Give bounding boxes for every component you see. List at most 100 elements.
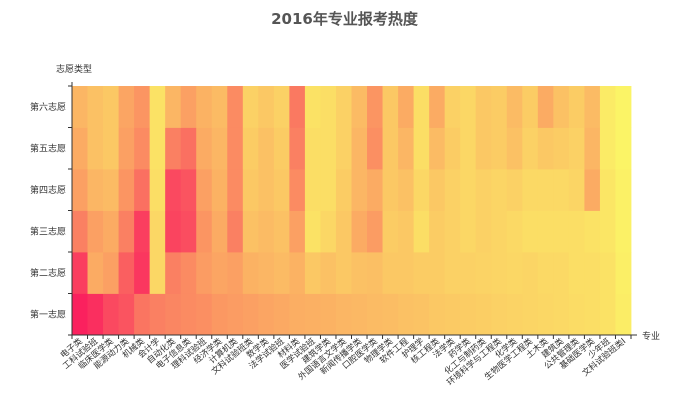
axes <box>68 82 637 339</box>
heatmap-cell <box>413 252 430 294</box>
heatmap-cell <box>227 293 244 336</box>
heatmap-cell <box>196 127 213 170</box>
heatmap-cell <box>553 127 570 170</box>
heatmap-cell <box>460 169 477 211</box>
heatmap-cell <box>196 210 213 253</box>
heatmap-cell <box>165 86 182 128</box>
heatmap-cell <box>134 169 151 211</box>
heatmap-cell <box>335 293 352 336</box>
heatmap-cell <box>72 169 88 211</box>
heatmap-cell <box>398 252 415 294</box>
heatmap-cell <box>537 293 554 336</box>
heatmap-cell <box>72 293 88 336</box>
heatmap-cell <box>460 86 477 128</box>
heatmap-cell <box>553 86 570 128</box>
heatmap-cell <box>553 210 570 253</box>
heatmap-cell <box>398 86 415 128</box>
heatmap-cell <box>304 169 321 211</box>
heatmap-cell <box>568 86 585 128</box>
heatmap-cell <box>522 252 539 294</box>
heatmap-cell <box>242 293 259 336</box>
heatmap-cell <box>382 127 399 170</box>
heatmap-cell <box>522 210 539 253</box>
heatmap-cell <box>211 210 228 253</box>
heatmap-cell <box>599 210 616 253</box>
heatmap-cell <box>553 169 570 211</box>
heatmap-cell <box>258 127 275 170</box>
heatmap-cell <box>351 86 368 128</box>
heatmap-cell <box>506 252 523 294</box>
heatmap-cell <box>165 127 182 170</box>
heatmap-cell <box>242 169 259 211</box>
heatmap-cell <box>273 252 290 294</box>
heatmap-cell <box>599 169 616 211</box>
heatmap-cell <box>149 127 166 170</box>
heatmap-cell <box>599 86 616 128</box>
heatmap-cell <box>180 169 197 211</box>
heatmap-cell <box>460 127 477 170</box>
heatmap-cell <box>460 293 477 336</box>
heatmap-cell <box>351 293 368 336</box>
heatmap-cell <box>211 127 228 170</box>
heatmap-cell <box>180 210 197 253</box>
heatmap-cell <box>304 86 321 128</box>
heatmap-cell <box>382 293 399 336</box>
heatmap-cell <box>367 86 383 128</box>
heatmap-cell <box>320 210 337 253</box>
heatmap-cell <box>491 86 508 128</box>
heatmap-cell <box>118 252 135 294</box>
heatmap-cell <box>87 293 104 336</box>
heatmap-cell <box>335 127 352 170</box>
heatmap-cell <box>227 169 244 211</box>
heatmap-cell <box>413 293 430 336</box>
heatmap-cell <box>537 210 554 253</box>
heatmap-cell <box>522 86 539 128</box>
heatmap-cell <box>615 252 632 294</box>
heatmap-cell <box>475 127 492 170</box>
heatmap-cell <box>258 86 275 128</box>
heatmap-cell <box>227 127 244 170</box>
heatmap-cell <box>258 210 275 253</box>
heatmap-cell <box>568 293 585 336</box>
heatmap-cell <box>398 169 415 211</box>
heatmap-cell <box>335 86 352 128</box>
heatmap-cell <box>87 86 104 128</box>
heatmap-cell <box>584 293 601 336</box>
heatmap-cell <box>196 252 213 294</box>
heatmap-cell <box>491 293 508 336</box>
heatmap-cell <box>444 127 461 170</box>
heatmap-cell <box>134 86 151 128</box>
heatmap-cell <box>599 293 616 336</box>
heatmap-cell <box>87 252 104 294</box>
heatmap-cell <box>351 169 368 211</box>
heatmap-cell <box>351 252 368 294</box>
heatmap-cell <box>475 210 492 253</box>
heatmap-cell <box>615 127 632 170</box>
heatmap-cell <box>242 86 259 128</box>
heatmap-cell <box>553 252 570 294</box>
heatmap-cell <box>118 293 135 336</box>
heatmap-cell <box>72 210 88 253</box>
heatmap-cell <box>506 127 523 170</box>
heatmap-cell <box>460 210 477 253</box>
heatmap-cell <box>398 293 415 336</box>
heatmap-cell <box>568 252 585 294</box>
y-tick-label: 第六志愿 <box>30 101 66 113</box>
heatmap-cell <box>429 169 446 211</box>
heatmap-cell <box>615 293 632 336</box>
heatmap-cell <box>87 210 104 253</box>
heatmap-cell <box>537 86 554 128</box>
heatmap-cell <box>258 293 275 336</box>
heatmap-cell <box>196 86 213 128</box>
heatmap-cell <box>304 210 321 253</box>
heatmap-cell <box>289 210 306 253</box>
heatmap-cell <box>413 169 430 211</box>
heatmap-cell <box>335 169 352 211</box>
heatmap-cell <box>522 169 539 211</box>
heatmap-cell <box>180 127 197 170</box>
heatmap-cell <box>134 127 151 170</box>
heatmap-cell <box>568 210 585 253</box>
heatmap-cell <box>367 252 383 294</box>
heatmap-cell <box>320 127 337 170</box>
heatmap-cell <box>615 86 632 128</box>
